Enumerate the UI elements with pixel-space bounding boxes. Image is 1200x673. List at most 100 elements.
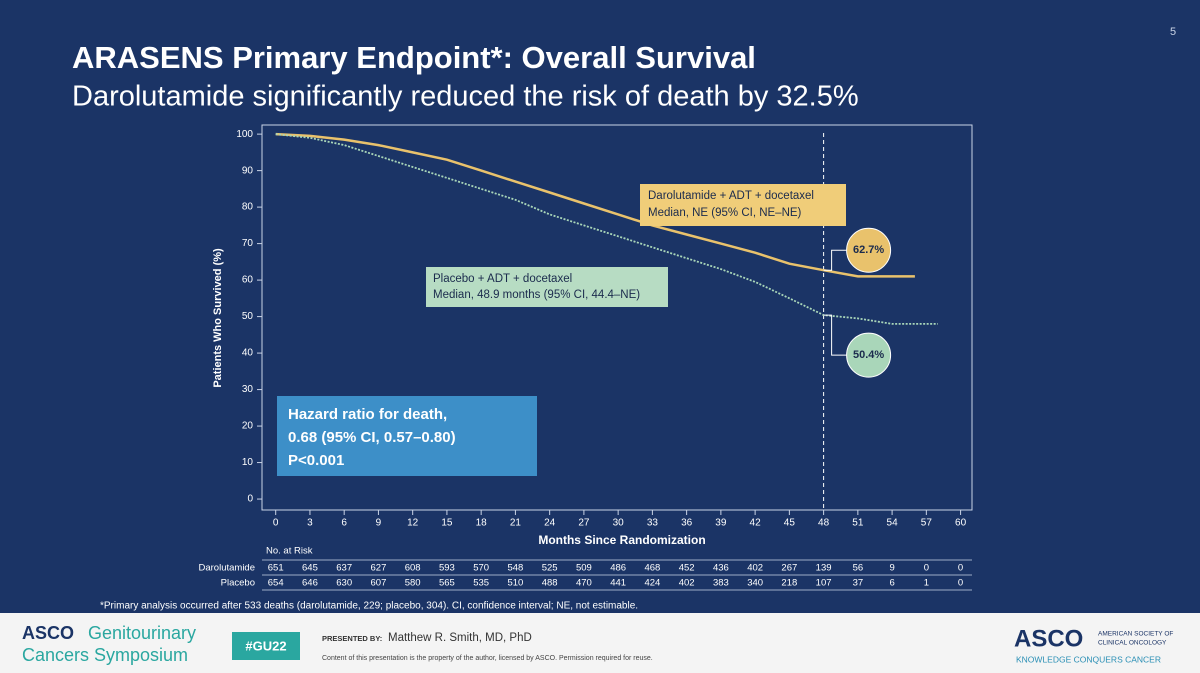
subtitle: Darolutamide significantly reduced the r… [72,81,859,113]
y-tick-label: 90 [242,165,254,176]
risk-value: 654 [268,578,284,589]
x-tick-label: 45 [784,518,796,529]
risk-value: 645 [302,563,318,574]
y-tick-label: 0 [247,494,253,505]
legend-note: Median, NE (95% CI, NE–NE) [648,207,802,219]
title: ARASENS Primary Endpoint*: Overall Survi… [72,40,756,75]
risk-value: 1 [924,578,929,589]
x-tick-label: 6 [341,518,347,529]
risk-value: 486 [610,563,626,574]
risk-value: 646 [302,578,318,589]
label-connector [823,314,847,356]
risk-value: 37 [853,578,864,589]
risk-value: 580 [405,578,421,589]
value-bubble [846,227,892,273]
y-tick-label: 50 [242,311,254,322]
risk-value: 627 [371,563,387,574]
risk-value: 436 [713,563,729,574]
hashtag-box [232,632,300,660]
risk-value: 608 [405,563,421,574]
x-tick-label: 57 [921,518,933,529]
survival-curve [275,132,915,278]
risk-table: Darolutamide 651 645 637 627 608 593 570 548 525 5… [199,563,964,589]
risk-value: 488 [542,578,558,589]
x-tick-label: 27 [578,518,590,529]
x-tick-label: 54 [887,518,899,529]
slide-number: 5 [1170,26,1176,38]
y-tick-label: 100 [236,129,253,140]
risk-value: 6 [889,578,894,589]
y-tick-label: 60 [242,275,254,286]
risk-value: 424 [644,578,660,589]
risk-row-label: Darolutamide [199,563,256,574]
y-tick-label: 80 [242,202,254,213]
risk-value: 565 [439,578,455,589]
risk-value: 630 [336,578,352,589]
label-connector [823,249,847,271]
risk-value: 56 [853,563,864,574]
x-tick-label: 24 [544,518,556,529]
risk-value: 535 [473,578,489,589]
legend-note: Median, 48.9 months (95% CI, 44.4–NE) [433,289,640,301]
risk-value: 525 [542,563,558,574]
x-tick-label: 9 [376,518,382,529]
risk-value: 267 [781,563,797,574]
legend-label: Placebo + ADT + docetaxel [433,273,572,285]
risk-value: 593 [439,563,455,574]
x-tick-label: 42 [750,518,762,529]
risk-value: 0 [924,563,929,574]
footer-logo: AMERICAN SOCIETY OF [1098,631,1173,638]
footer-logo: Genitourinary [88,623,196,643]
x-tick-label: 30 [613,518,625,529]
x-tick-label: 60 [955,518,967,529]
risk-value: 607 [371,578,387,589]
value-bubble [846,332,892,378]
footer-logo: CLINICAL ONCOLOGY [1098,640,1167,647]
y-tick-label: 70 [242,238,254,249]
footer [0,613,1200,673]
risk-value: 470 [576,578,592,589]
footer-logo: Cancers Symposium [22,645,188,665]
x-tick-label: 33 [647,518,659,529]
risk-table-title: No. at Risk [266,546,313,557]
risk-value: 452 [679,563,695,574]
x-axis-label: Months Since Randomization [538,533,705,547]
hazard-text: 0.68 (95% CI, 0.57–0.80) [288,429,456,446]
risk-value: 139 [816,563,832,574]
survival-curve [275,133,938,325]
risk-value: 218 [781,578,797,589]
y-tick-label: 20 [242,421,254,432]
risk-value: 637 [336,563,352,574]
risk-value: 548 [507,563,523,574]
hazard-text: Hazard ratio for death, [288,406,447,423]
risk-value: 468 [644,563,660,574]
y-tick-label: 30 [242,384,254,395]
plot-frame [261,124,973,511]
x-tick-label: 15 [441,518,453,529]
risk-value: 402 [747,563,763,574]
risk-value: 441 [610,578,626,589]
x-tick-label: 3 [307,518,313,529]
legend-label: Darolutamide + ADT + docetaxel [648,190,814,202]
risk-value: 402 [679,578,695,589]
x-tick-label: 39 [715,518,727,529]
y-tick-label: 40 [242,348,254,359]
x-tick-label: 12 [407,518,419,529]
risk-value: 510 [507,578,523,589]
risk-value: 340 [747,578,763,589]
risk-value: 0 [958,578,963,589]
x-tick-label: 51 [852,518,864,529]
value-label: 50.4% [853,349,884,361]
presenter: Matthew R. Smith, MD, PhD [388,632,532,644]
x-tick-label: 18 [476,518,488,529]
y-tick-label: 10 [242,457,254,468]
risk-value: 107 [816,578,832,589]
value-label: 62.7% [853,244,884,256]
risk-value: 9 [889,563,894,574]
x-tick-label: 0 [273,518,279,529]
footnote: *Primary analysis occurred after 533 dea… [100,601,638,612]
legend-box [426,267,668,307]
